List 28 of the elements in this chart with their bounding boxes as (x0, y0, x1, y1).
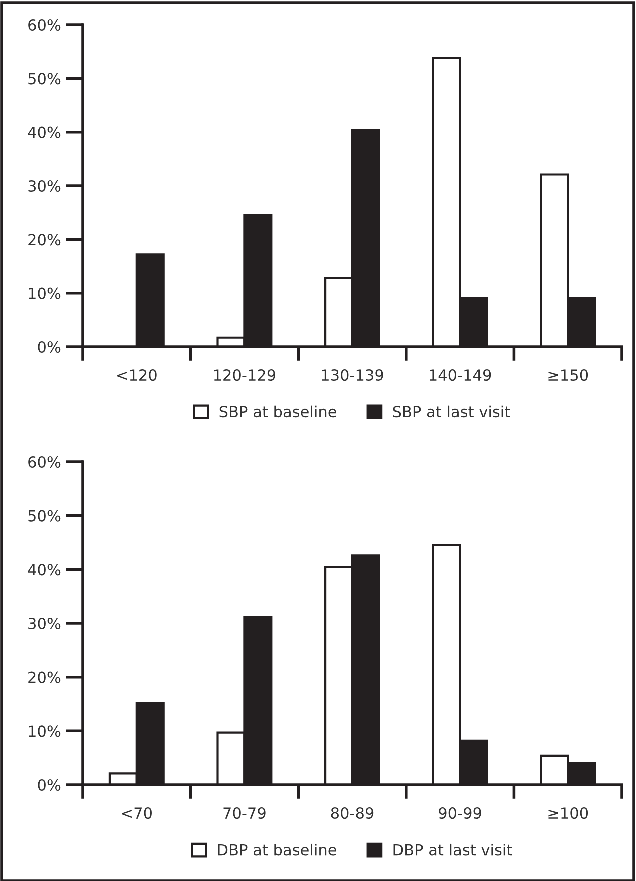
y-tick-label: 40% (28, 564, 61, 576)
x-tick-label: 130-139 (322, 369, 384, 382)
y-tick-label: 20% (28, 672, 61, 684)
x-tick-label: 120-129 (214, 369, 276, 382)
legend-label: SBP at last visit (393, 406, 510, 418)
y-tick-label: 30% (28, 180, 61, 192)
legend-label: DBP at baseline (218, 844, 336, 856)
y-tick-label: 10% (29, 726, 61, 738)
y-tick-label: 30% (28, 618, 61, 630)
y-tick-label: 50% (28, 73, 61, 85)
x-tick-label: 90-99 (439, 807, 482, 820)
legend-label: SBP at baseline (220, 406, 336, 418)
y-tick-label: 60% (28, 456, 61, 468)
x-tick-label: 70-79 (224, 807, 266, 820)
x-tick-label: ≥100 (548, 807, 588, 820)
legend-label: DBP at last visit (394, 844, 512, 856)
y-tick-label: 60% (28, 19, 61, 32)
y-tick-label: 0% (38, 779, 61, 792)
y-tick-label: 20% (28, 234, 61, 246)
y-tick-label: 40% (28, 126, 61, 138)
x-tick-label: ≥150 (548, 369, 588, 382)
x-tick-label: 80-89 (331, 807, 374, 820)
y-tick-label: 10% (29, 288, 61, 300)
y-tick-label: 50% (28, 510, 61, 522)
y-tick-label: 0% (38, 341, 61, 354)
x-tick-label: <70 (122, 807, 152, 820)
x-tick-label: <120 (118, 369, 157, 382)
x-tick-label: 140-149 (430, 369, 492, 382)
